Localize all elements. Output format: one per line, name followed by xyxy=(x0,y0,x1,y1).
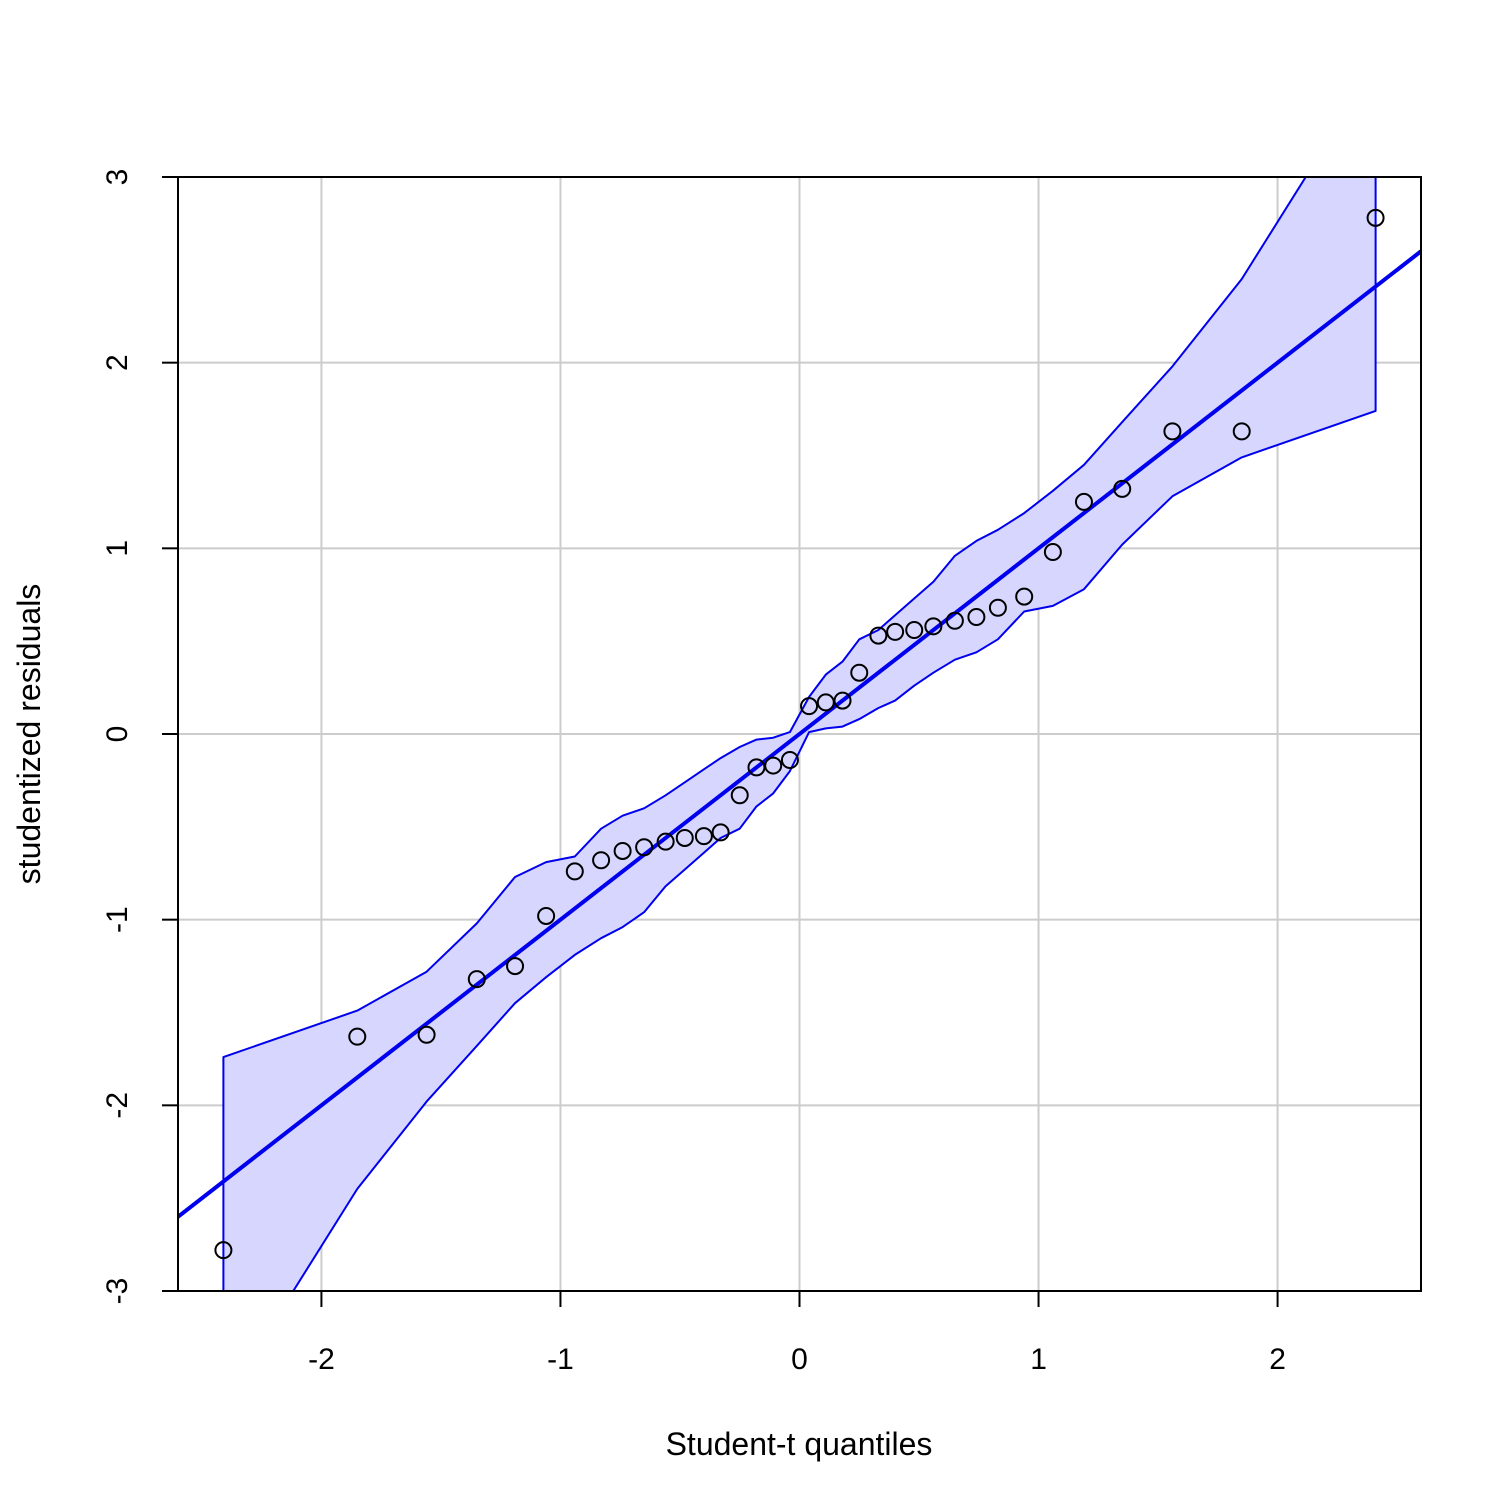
x-tick-label: -1 xyxy=(547,1343,574,1376)
data-point xyxy=(348,1027,367,1046)
data-point xyxy=(1366,208,1385,227)
data-point xyxy=(537,906,556,925)
y-tick-label: 1 xyxy=(101,540,134,557)
y-axis-title: studentized residuals xyxy=(11,584,47,885)
y-tick-label: -2 xyxy=(101,1092,134,1119)
data-points xyxy=(214,208,1385,1260)
data-point xyxy=(675,828,694,847)
data-point xyxy=(780,750,799,769)
data-point xyxy=(886,622,905,641)
data-point xyxy=(800,697,819,716)
data-point xyxy=(417,1025,436,1044)
data-point xyxy=(565,862,584,881)
data-point xyxy=(711,823,730,842)
reference-line-group xyxy=(178,249,1421,1219)
data-point xyxy=(694,827,713,846)
data-point xyxy=(1163,422,1182,441)
x-axis-title: Student-t quantiles xyxy=(666,1426,933,1462)
data-point xyxy=(592,851,611,870)
data-point xyxy=(764,756,783,775)
y-tick-label: -1 xyxy=(101,906,134,933)
y-axis: -3 -2 -1 0 1 2 3 xyxy=(101,169,179,1305)
data-point xyxy=(924,617,943,636)
data-point xyxy=(506,957,525,976)
x-axis: -2 -1 0 1 2 xyxy=(308,1290,1286,1376)
x-tick-label: 1 xyxy=(1030,1343,1047,1376)
data-point xyxy=(1015,587,1034,606)
data-point xyxy=(613,841,632,860)
data-point xyxy=(905,621,924,640)
reference-line xyxy=(178,249,1421,1219)
data-point xyxy=(967,608,986,627)
x-tick-label: 0 xyxy=(791,1343,808,1376)
data-point xyxy=(945,611,964,630)
x-tick-label: 2 xyxy=(1269,1343,1286,1376)
data-point xyxy=(988,598,1007,617)
data-point xyxy=(656,832,675,851)
data-point xyxy=(1043,543,1062,562)
data-point xyxy=(869,626,888,645)
data-point xyxy=(1113,479,1132,498)
y-tick-label: -3 xyxy=(101,1278,134,1305)
data-point xyxy=(467,970,486,989)
y-tick-label: 0 xyxy=(101,726,134,743)
data-point xyxy=(850,663,869,682)
data-point xyxy=(833,691,852,710)
data-point xyxy=(635,838,654,857)
x-tick-label: -2 xyxy=(308,1343,335,1376)
data-point xyxy=(1232,422,1251,441)
data-point xyxy=(1074,492,1093,511)
data-point xyxy=(214,1241,233,1260)
y-tick-label: 3 xyxy=(101,169,134,186)
y-tick-label: 2 xyxy=(101,354,134,371)
data-point xyxy=(730,786,749,805)
